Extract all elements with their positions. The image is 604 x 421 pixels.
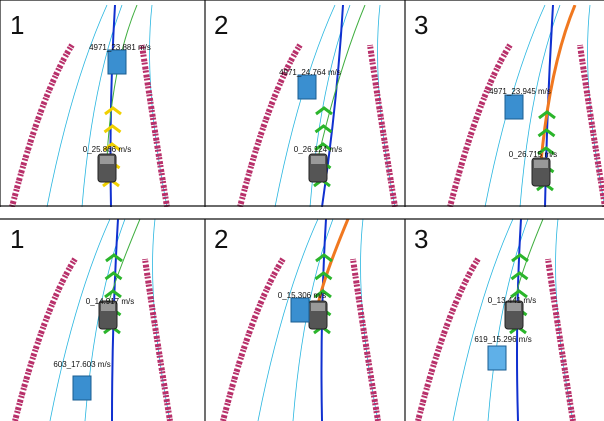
- point-cloud: [415, 257, 481, 421]
- scene: [237, 5, 398, 207]
- point-cloud: [447, 43, 513, 207]
- chevron: [315, 253, 333, 263]
- speed-label: 0_26.124 m/s: [294, 145, 342, 154]
- speed-label: 0_14.917 m/s: [86, 297, 134, 306]
- panel-number: 3: [414, 10, 428, 40]
- other-car: [290, 297, 310, 323]
- speed-label: 4971_23.945 m/s: [489, 87, 551, 96]
- chevron: [105, 253, 123, 263]
- ego-roof: [507, 303, 521, 311]
- point-cloud: [367, 44, 398, 207]
- chevron: [315, 106, 333, 116]
- panel-number: 1: [10, 10, 24, 40]
- other-car: [107, 49, 127, 75]
- point-cloud: [142, 258, 173, 421]
- ego-roof: [311, 156, 325, 164]
- speed-label: 619_15.296 m/s: [474, 335, 531, 344]
- chevron: [510, 271, 529, 281]
- panel-number: 1: [10, 224, 24, 254]
- point-cloud: [350, 258, 381, 421]
- trajectory: [513, 219, 544, 306]
- point-cloud: [237, 43, 303, 207]
- scene: [447, 5, 604, 207]
- chevron: [538, 110, 556, 120]
- chevron: [511, 253, 529, 263]
- chevron: [314, 124, 333, 134]
- scene: [415, 219, 576, 421]
- trajectory: [107, 219, 141, 306]
- point-cloud: [139, 44, 170, 207]
- panel-number: 2: [214, 10, 228, 40]
- panel: 3 0_13.441 m/s 619_15.296 m/s: [414, 219, 576, 421]
- chevron: [103, 124, 122, 134]
- chevron: [510, 289, 528, 299]
- panel-number: 3: [414, 224, 428, 254]
- chevron: [103, 142, 121, 152]
- point-cloud: [220, 257, 286, 421]
- other-car: [504, 94, 524, 120]
- speed-label: 603_17.603 m/s: [53, 360, 110, 369]
- panel: 2 4971_24.764 m/s 0_26.124 m/s: [214, 5, 398, 207]
- chevron: [314, 271, 333, 281]
- panel-number: 2: [214, 224, 228, 254]
- chevron: [104, 106, 122, 116]
- other-car: [487, 345, 507, 371]
- lane-line: [257, 219, 319, 421]
- speed-label: 0_13.441 m/s: [488, 296, 536, 305]
- scene: [12, 219, 173, 421]
- panel: 1 0_14.917 m/s 603_17.603 m/s: [10, 219, 173, 421]
- scene: [220, 219, 381, 421]
- speed-label: 4971_23.881 m/s: [89, 43, 151, 52]
- trajectory: [539, 5, 577, 163]
- lane-line: [487, 219, 529, 421]
- chevron: [314, 289, 332, 299]
- other-car: [297, 74, 317, 100]
- panel: 3 4971_23.945 m/s 0_26.715 m/s: [414, 5, 604, 207]
- chevron: [537, 146, 555, 156]
- point-cloud: [577, 44, 604, 207]
- lane-line: [49, 219, 111, 421]
- lane-line: [81, 5, 123, 207]
- ego-roof: [101, 303, 115, 311]
- speed-label: 0_15.306 m/s: [278, 291, 326, 300]
- other-car: [72, 375, 92, 401]
- scene: [9, 5, 170, 207]
- chevron: [104, 271, 123, 281]
- speed-label: 4971_24.764 m/s: [279, 68, 341, 77]
- point-cloud: [12, 257, 78, 421]
- lane-line: [452, 219, 514, 421]
- ego-roof: [311, 303, 325, 311]
- ego-roof: [100, 156, 114, 164]
- trajectory: [316, 219, 350, 306]
- chevron: [104, 289, 122, 299]
- panel: 1 4971_23.881 m/s 0_25.866 m/s: [9, 5, 170, 207]
- point-cloud: [9, 43, 75, 207]
- ego-roof: [534, 160, 548, 168]
- panel: 2 0_15.306 m/s: [214, 219, 381, 421]
- speed-label: 0_26.715 m/s: [509, 150, 557, 159]
- chevron: [537, 128, 556, 138]
- trajectory: [317, 5, 366, 159]
- point-cloud: [545, 258, 576, 421]
- speed-label: 0_25.866 m/s: [83, 145, 131, 154]
- lane-line: [519, 5, 561, 207]
- lane-line: [46, 5, 108, 207]
- chevron: [314, 142, 332, 152]
